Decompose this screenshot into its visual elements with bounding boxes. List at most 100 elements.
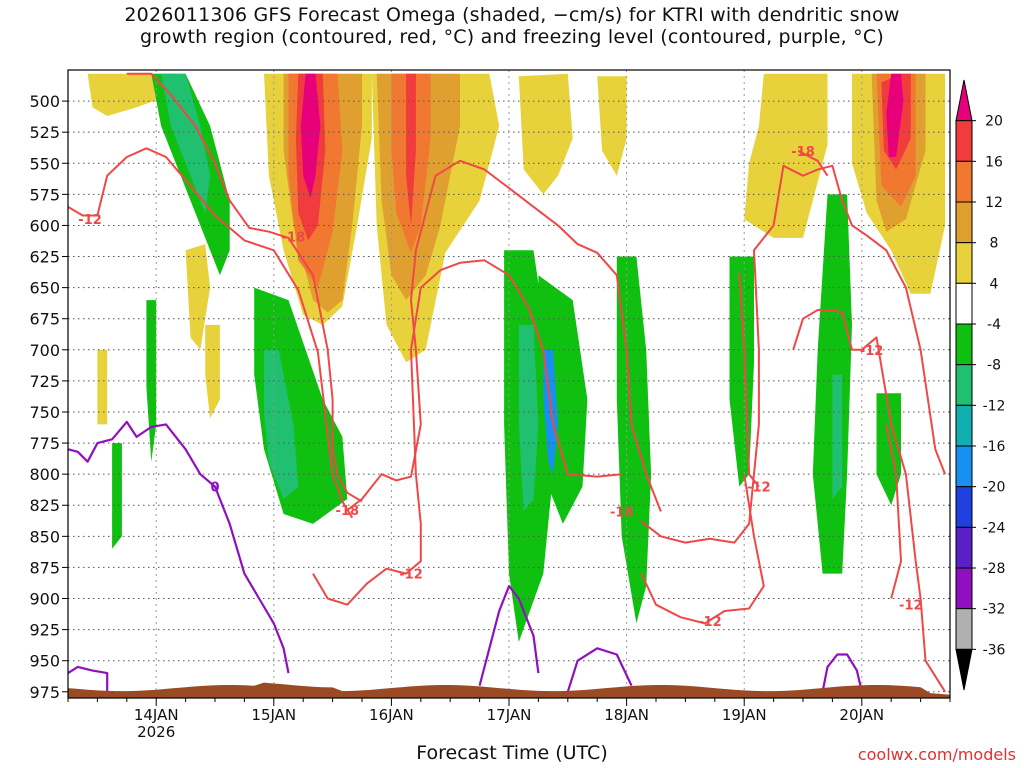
- colorbar-label: 12: [985, 195, 1003, 211]
- omega-area-yellow: [185, 244, 211, 350]
- contour-label: -18: [282, 231, 306, 246]
- colorbar-swatch: [955, 404, 973, 447]
- y-tick-label: 925: [29, 621, 60, 640]
- x-tick-sublabel: 2026: [137, 723, 175, 741]
- contour-label: -18: [610, 505, 634, 520]
- y-tick-label: 700: [29, 341, 60, 360]
- y-tick-label: 575: [29, 185, 60, 204]
- colorbar-swatch: [955, 160, 973, 203]
- freezing-level-line: [68, 420, 290, 674]
- colorbar: 20 16 12 8 4 -4 -8 -12 -16 -20 -24 -28 -32 -36: [955, 79, 1006, 691]
- omega-area-yellow: [97, 349, 108, 425]
- omega-area-yellow: [744, 73, 828, 238]
- colorbar-swatch: [955, 282, 973, 325]
- chart-title-line-1: 2026011306 GFS Forecast Omega (shaded, −…: [124, 4, 900, 26]
- colorbar-swatch: [955, 242, 973, 284]
- y-tick-label: 825: [29, 496, 60, 515]
- contour-label: -12: [698, 615, 722, 630]
- dendritic-contour-line: [346, 159, 662, 512]
- omega-shading: [87, 73, 946, 643]
- colorbar-label: -24: [983, 520, 1006, 536]
- colorbar-swatch: [955, 364, 973, 406]
- y-tick-label: 550: [29, 154, 60, 173]
- colorbar-swatch: [955, 201, 973, 244]
- colorbar-swatch: [955, 486, 973, 528]
- omega-area-red: [406, 73, 416, 226]
- colorbar-swatch: [955, 526, 973, 569]
- colorbar-label: -8: [987, 358, 1001, 374]
- colorbar-swatch: [955, 323, 973, 366]
- x-tick-label: 16JAN: [369, 706, 414, 724]
- y-tick-label: 600: [29, 216, 60, 235]
- contour-label: -18: [791, 145, 815, 160]
- freezing-label: 0: [210, 481, 219, 496]
- colorbar-cap-bottom: [955, 648, 973, 691]
- contour-label: -12: [78, 213, 102, 228]
- omega-area-teal: [161, 73, 211, 213]
- chart-title-line-2: growth region (contoured, red, °C) and f…: [140, 26, 884, 48]
- dendritic-contour-line: [640, 164, 947, 544]
- colorbar-swatch: [955, 608, 973, 650]
- y-axis: 500 525 550 575 600 625 650 675 700 725 750 775 800 8…: [29, 92, 68, 702]
- omega-area-teal: [518, 324, 539, 512]
- dendritic-contour-line: [126, 72, 363, 503]
- colorbar-label: -16: [983, 439, 1006, 455]
- omega-area-green: [616, 256, 652, 624]
- freezing-level-contours: 0: [68, 420, 863, 693]
- omega-area-yellow: [205, 324, 220, 419]
- y-tick-label: 725: [29, 372, 60, 391]
- terrain-fill: [68, 682, 950, 698]
- x-axis-label: Forecast Time (UTC): [416, 742, 608, 764]
- freezing-level-line: [478, 585, 540, 686]
- terrain: [68, 682, 950, 698]
- y-tick-label: 625: [29, 248, 60, 267]
- colorbar-swatch: [955, 445, 973, 488]
- contour-label: -12: [899, 599, 923, 614]
- y-tick-label: 975: [29, 683, 60, 702]
- dendritic-contour-line: [312, 259, 622, 606]
- dendritic-contour-line: [792, 309, 946, 693]
- contour-label: -12: [860, 344, 884, 359]
- colorbar-cap-top: [955, 79, 973, 122]
- dendritic-contour-line: [68, 147, 354, 519]
- omega-area-magenta: [886, 73, 904, 157]
- x-tick-label: 20JAN: [839, 706, 884, 724]
- y-tick-label: 950: [29, 652, 60, 671]
- dendritic-contour-line: [885, 424, 902, 599]
- y-tick-label: 900: [29, 590, 60, 609]
- colorbar-label: 16: [985, 154, 1003, 170]
- omega-area-green: [146, 300, 157, 462]
- y-tick-label: 525: [29, 123, 60, 142]
- freezing-level-line: [68, 665, 109, 692]
- x-tick-label: 14JAN: [134, 706, 179, 724]
- y-tick-label: 675: [29, 310, 60, 329]
- y-tick-label: 800: [29, 465, 60, 484]
- colorbar-label: -36: [983, 642, 1006, 658]
- omega-area-green: [112, 443, 122, 549]
- freezing-level-line: [566, 647, 633, 693]
- x-tick-label: 15JAN: [251, 706, 296, 724]
- contour-label: -12: [399, 568, 423, 583]
- omega-area-green: [876, 393, 901, 506]
- dendritic-contour-line: [640, 474, 765, 625]
- x-tick-label: 18JAN: [604, 706, 649, 724]
- y-tick-label: 775: [29, 434, 60, 453]
- contour-label: -18: [336, 504, 360, 519]
- dendritic-contour-line: [797, 149, 829, 177]
- y-tick-label: 875: [29, 558, 60, 577]
- omega-area-teal: [264, 349, 299, 499]
- omega-area-green: [729, 256, 754, 487]
- colorbar-label: -28: [983, 561, 1006, 577]
- omega-area-yellow: [518, 73, 573, 195]
- y-tick-label: 650: [29, 279, 60, 298]
- dendritic-contours: -12 -12 -12 -12 -12 -12 -18 -18 -18 -18: [68, 72, 947, 693]
- colorbar-label: -20: [983, 480, 1006, 496]
- colorbar-label: -32: [983, 602, 1006, 618]
- freezing-level-line: [821, 653, 863, 693]
- colorbar-label: 4: [990, 276, 999, 292]
- colorbar-swatch: [955, 120, 973, 162]
- credit-text[interactable]: coolwx.com/models: [857, 745, 1016, 764]
- omega-area-yellow: [597, 76, 627, 176]
